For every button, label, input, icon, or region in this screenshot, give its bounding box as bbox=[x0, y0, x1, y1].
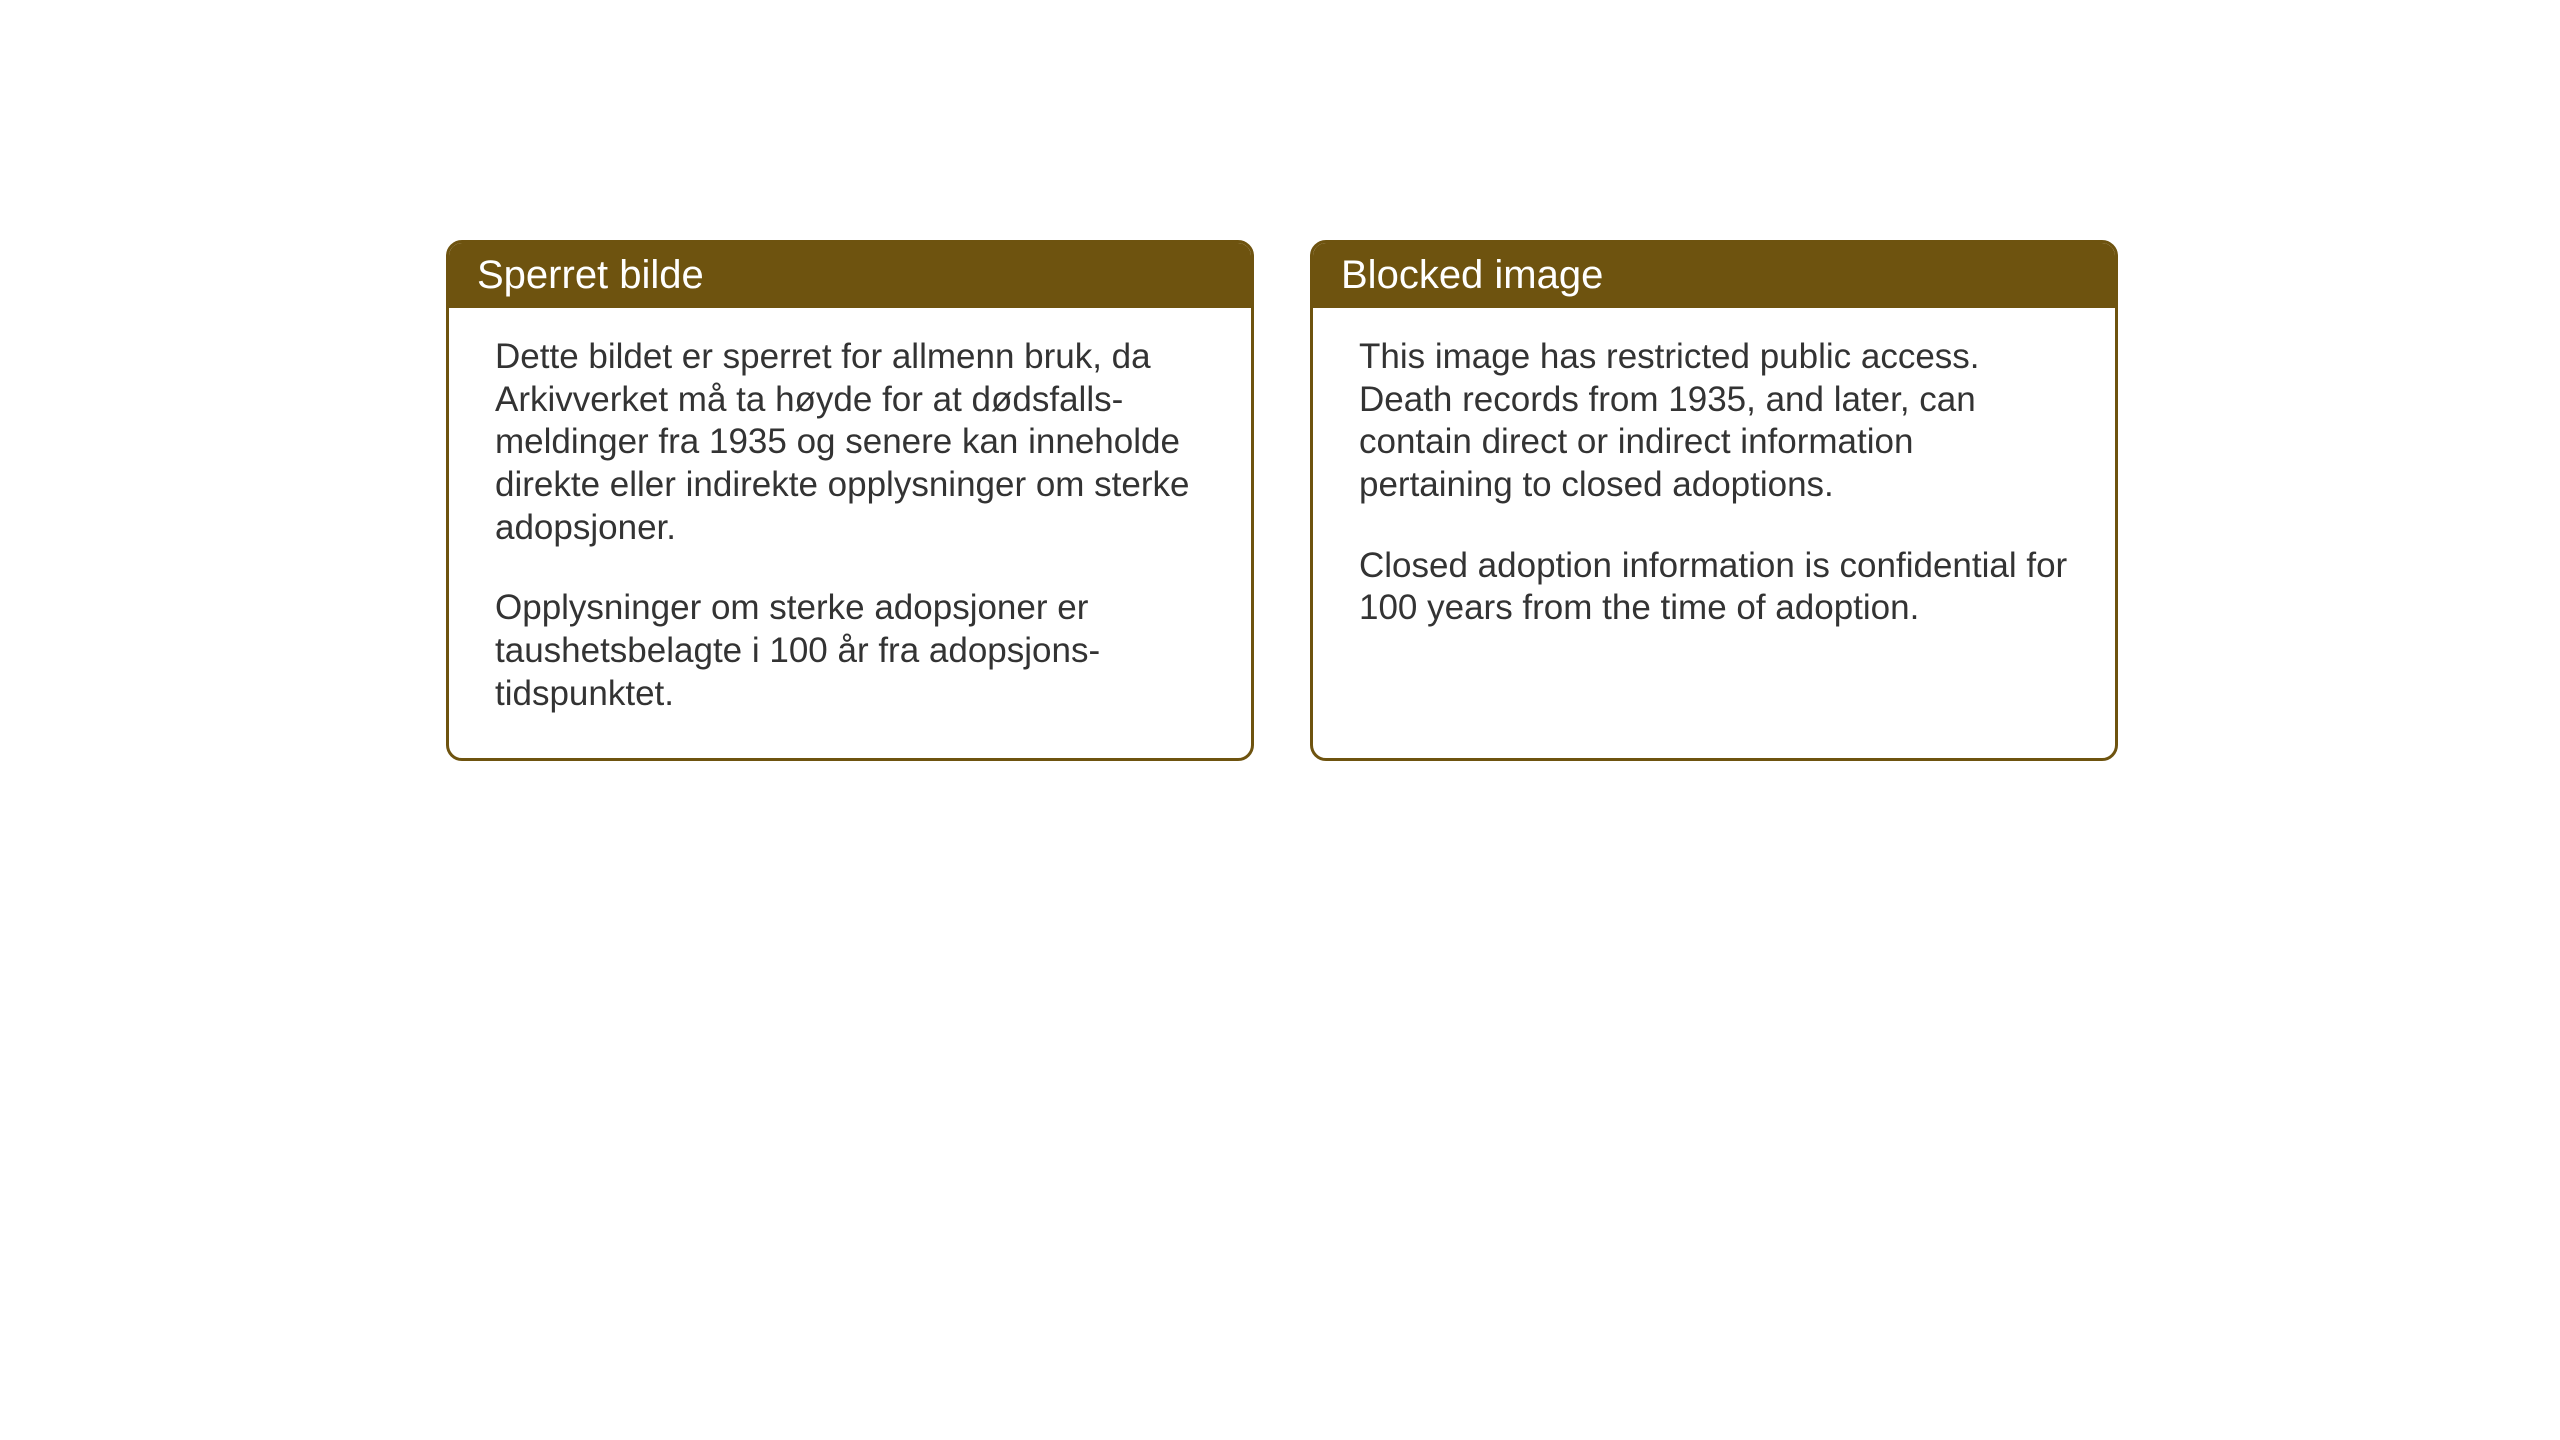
norwegian-notice-card: Sperret bilde Dette bildet er sperret fo… bbox=[446, 240, 1254, 761]
norwegian-paragraph-2: Opplysninger om sterke adopsjoner er tau… bbox=[495, 587, 1205, 715]
norwegian-paragraph-1: Dette bildet er sperret for allmenn bruk… bbox=[495, 336, 1205, 549]
norwegian-card-body: Dette bildet er sperret for allmenn bruk… bbox=[449, 308, 1251, 758]
english-paragraph-1: This image has restricted public access.… bbox=[1359, 336, 2069, 507]
english-notice-card: Blocked image This image has restricted … bbox=[1310, 240, 2118, 761]
norwegian-card-title: Sperret bilde bbox=[449, 243, 1251, 308]
english-card-title: Blocked image bbox=[1313, 243, 2115, 308]
notice-cards-container: Sperret bilde Dette bildet er sperret fo… bbox=[446, 240, 2118, 761]
english-card-body: This image has restricted public access.… bbox=[1313, 308, 2115, 672]
english-paragraph-2: Closed adoption information is confident… bbox=[1359, 545, 2069, 630]
